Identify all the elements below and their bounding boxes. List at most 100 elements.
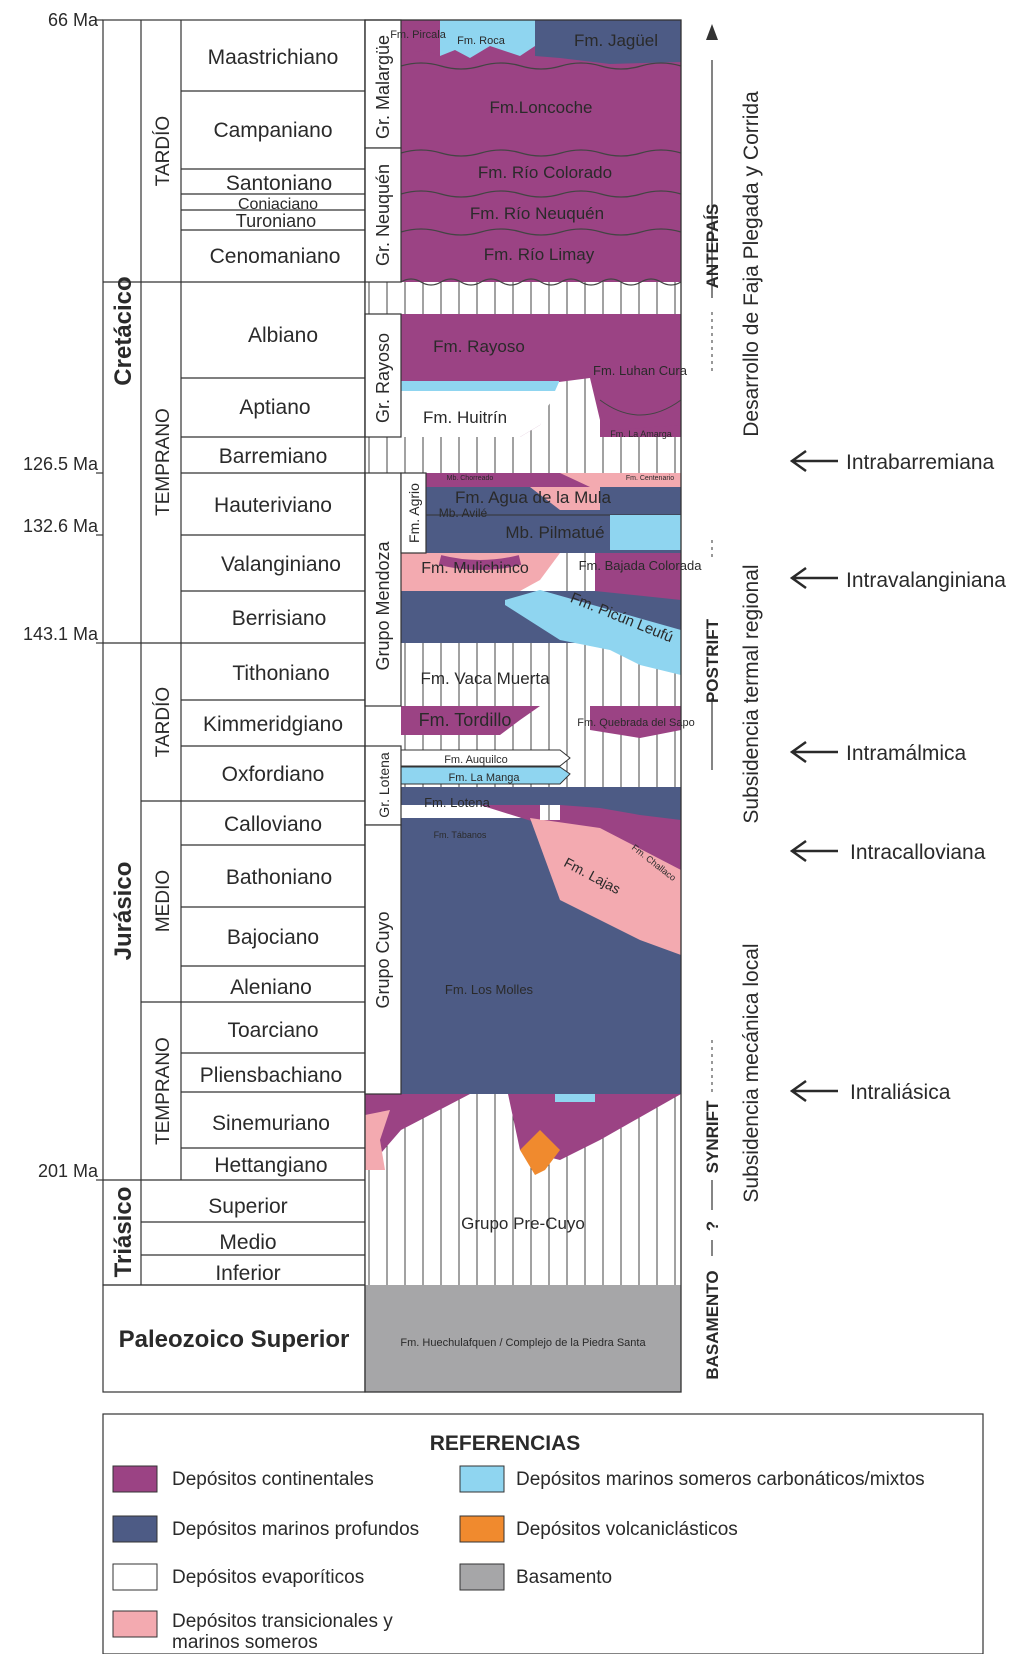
period-cretacico: Cretácico — [110, 276, 137, 385]
stage-label: Hauteriviano — [214, 494, 332, 517]
stage-label: Inferior — [215, 1262, 280, 1285]
formation-label: Fm. Bajada Colorada — [579, 558, 703, 573]
period-paleozoico: Paleozoico Superior — [119, 1326, 350, 1353]
stage-label: Kimmeridgiano — [203, 713, 343, 736]
unconformity-label: Intraliásica — [850, 1081, 951, 1104]
formation-label: Fm. La Manga — [449, 772, 521, 784]
epoch-label: MEDIO — [153, 870, 174, 932]
unconformity-label: Intravalanginiana — [846, 569, 1006, 592]
unconformity-label: Intrabarremiana — [846, 451, 995, 474]
epoch-label: TEMPRANO — [153, 1037, 174, 1145]
stage-label: Toarciano — [227, 1019, 318, 1042]
stage-label: Calloviano — [224, 813, 322, 836]
group-labels: Gr. Malargüe Gr. Neuquén Gr. Rayoso Grup… — [373, 35, 422, 1009]
legend-title: REFERENCIAS — [430, 1432, 581, 1455]
legend-label: Depósitos evaporíticos — [172, 1567, 364, 1588]
legend-label: marinos someros — [172, 1632, 318, 1653]
litho-column — [364, 19, 682, 1393]
legend-swatch-evaporitic — [112, 1563, 158, 1591]
formation-label: Fm. Luhan Cura — [593, 363, 688, 378]
process-label: Desarrollo de Faja Plegada y Corrida — [740, 91, 763, 437]
formation-label: Fm. La Amarga — [610, 429, 672, 439]
process-labels: Desarrollo de Faja Plegada y Corrida Sub… — [740, 91, 763, 1203]
formation-label: Fm. Rayoso — [433, 337, 525, 356]
stage-label: Valanginiano — [221, 553, 341, 576]
tectonic-stage-label: ANTEPAÍS — [703, 204, 722, 289]
stage-label: Pliensbachiano — [200, 1064, 342, 1087]
formation-label: Fm. Río Neuquén — [470, 204, 604, 223]
formation-label: Fm. Los Molles — [445, 982, 534, 997]
formation-label: Fm. Río Limay — [484, 245, 595, 264]
stage-label: Cenomaniano — [210, 245, 341, 268]
stage-label: Medio — [219, 1231, 276, 1254]
unconformity-label: Intramálmica — [846, 742, 967, 765]
stage-label: Sinemuriano — [212, 1112, 330, 1135]
legend-swatch-deep-marine — [112, 1515, 158, 1543]
unconformity-label: Intracalloviana — [850, 841, 986, 864]
stage-label: Barremiano — [219, 445, 328, 468]
stage-label: Superior — [208, 1195, 287, 1218]
legend-label: Depósitos marinos profundos — [172, 1519, 419, 1540]
stage-label: Santoniano — [226, 172, 332, 195]
stage-label: Coniaciano — [238, 196, 318, 213]
stage-label: Berrisiano — [232, 607, 327, 630]
stage-label: Campaniano — [213, 119, 332, 142]
stage-labels: Maastrichiano Campaniano Santoniano Coni… — [200, 46, 343, 1285]
formation-label: Fm. Centenario — [626, 475, 674, 482]
group-label: Grupo Mendoza — [373, 540, 393, 670]
tectonic-column — [706, 24, 718, 1256]
age-label: 201 Ma — [38, 1161, 99, 1181]
stage-label: Aleniano — [230, 976, 312, 999]
group-label: Gr. Neuquén — [373, 164, 393, 266]
formation-label: Mb. Chorreado — [447, 475, 494, 482]
legend-label: Depósitos marinos someros carbonáticos/m… — [516, 1469, 925, 1490]
age-labels: 66 Ma 126.5 Ma 132.6 Ma 143.1 Ma 201 Ma — [23, 10, 99, 1181]
formation-label: Fm. Quebrada del Sapo — [577, 717, 694, 729]
group-label: Fm. Agrio — [406, 483, 422, 543]
process-label: Subsidencia termal regional — [740, 564, 763, 823]
legend-label: Depósitos continentales — [172, 1469, 374, 1490]
stage-label: Maastrichiano — [208, 46, 339, 69]
legend: REFERENCIAS Depósitos continentales Depó… — [102, 1413, 984, 1654]
age-label: 143.1 Ma — [23, 624, 99, 644]
tectonic-stage-label: BASAMENTO — [703, 1270, 722, 1379]
legend-label: Depósitos transicionales y — [172, 1611, 393, 1632]
formation-label: Fm. Huitrín — [423, 408, 507, 427]
legend-label: Depósitos volcaniclásticos — [516, 1519, 738, 1540]
epoch-labels: TARDÍO TEMPRANO TARDÍO MEDIO TEMPRANO — [153, 116, 174, 1145]
legend-swatch-carbonate — [459, 1465, 505, 1493]
epoch-label: TARDÍO — [153, 687, 174, 757]
formation-label: Fm. Huechulafquen / Complejo de la Piedr… — [400, 1337, 646, 1349]
unconformity-arrows — [789, 449, 838, 1103]
tectonic-stage-label: SYNRIFT — [703, 1100, 722, 1173]
formation-label: Fm. Lotena — [424, 795, 491, 810]
group-label: Grupo Cuyo — [373, 911, 393, 1008]
age-label: 126.5 Ma — [23, 454, 99, 474]
legend-swatch-continental — [112, 1465, 158, 1493]
process-label: Subsidencia mecánica local — [740, 943, 763, 1202]
group-label: Gr. Rayoso — [373, 333, 393, 423]
formation-label: Fm. Río Colorado — [478, 163, 612, 182]
formation-label: Fm. Auquilco — [444, 754, 508, 766]
group-label: Gr. Malargüe — [373, 35, 393, 139]
period-jurasico: Jurásico — [110, 862, 137, 961]
stage-label: Aptiano — [239, 396, 310, 419]
age-label: 66 Ma — [48, 10, 99, 30]
age-label: 132.6 Ma — [23, 516, 99, 536]
stage-label: Bathoniano — [226, 866, 332, 889]
formation-label: Fm. Tordillo — [419, 710, 512, 730]
stage-label: Tithoniano — [232, 662, 329, 685]
legend-label: Basamento — [516, 1567, 612, 1588]
stage-label: Albiano — [248, 324, 318, 347]
unconformity-labels: Intrabarremiana Intravalanginiana Intram… — [846, 451, 1006, 1104]
stage-label: Turoniano — [236, 211, 316, 231]
formation-labels: Fm. Pircala Fm. Roca Fm. Jagüel Fm.Lonco… — [390, 29, 702, 1349]
formation-label: Mb. Pilmatué — [505, 523, 604, 542]
tectonic-labels: ANTEPAÍS POSTRIFT SYNRIFT ? BASAMENTO — [703, 204, 722, 1380]
formation-label: Fm.Loncoche — [490, 98, 593, 117]
legend-swatch-basement — [459, 1563, 505, 1591]
formation-label: Fm. Tábanos — [434, 830, 487, 840]
stage-label: Oxfordiano — [222, 763, 325, 786]
period-triasico: Triásico — [110, 1187, 137, 1278]
formation-label: Fm. Pircala — [390, 29, 447, 41]
